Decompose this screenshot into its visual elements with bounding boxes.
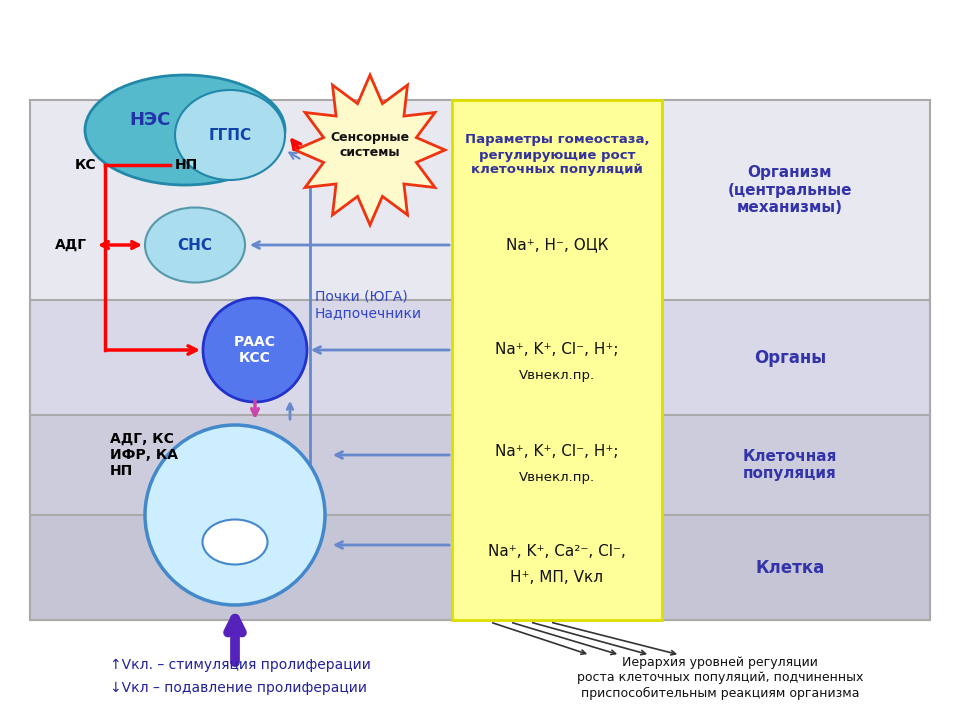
Text: Vвнекл.пр.: Vвнекл.пр. <box>519 369 595 382</box>
Text: Органы: Органы <box>754 349 827 367</box>
Text: Сенсорные
системы: Сенсорные системы <box>330 131 410 159</box>
Text: КС: КС <box>75 158 97 172</box>
Text: Клетка: Клетка <box>756 559 825 577</box>
Text: АДГ, КС
ИФР, КА
НП: АДГ, КС ИФР, КА НП <box>110 432 178 478</box>
Circle shape <box>145 425 325 605</box>
Text: Na⁺, H⁻, ОЦК: Na⁺, H⁻, ОЦК <box>506 238 609 253</box>
FancyBboxPatch shape <box>30 415 930 515</box>
Text: АДГ: АДГ <box>55 238 87 252</box>
Text: РААС
КСС: РААС КСС <box>234 335 276 365</box>
Text: ↑Vкл. – стимуляция пролиферации: ↑Vкл. – стимуляция пролиферации <box>110 658 371 672</box>
FancyBboxPatch shape <box>30 515 930 620</box>
Text: ↓Vкл – подавление пролиферации: ↓Vкл – подавление пролиферации <box>110 681 367 695</box>
Text: Vвнекл.пр.: Vвнекл.пр. <box>519 470 595 484</box>
Ellipse shape <box>85 75 285 185</box>
Text: Почки (ЮГА)
Надпочечники: Почки (ЮГА) Надпочечники <box>315 290 422 320</box>
Circle shape <box>203 298 307 402</box>
Text: Параметры гомеостаза,
регулирующие рост
клеточных популяций: Параметры гомеостаза, регулирующие рост … <box>465 133 649 176</box>
Ellipse shape <box>175 90 285 180</box>
FancyBboxPatch shape <box>30 100 930 620</box>
FancyBboxPatch shape <box>452 100 662 620</box>
Text: Организм
(центральные
механизмы): Организм (центральные механизмы) <box>728 165 852 215</box>
Text: H⁺, МП, Vкл: H⁺, МП, Vкл <box>511 570 604 585</box>
Text: Na⁺, K⁺, Ca²⁻, Cl⁻,: Na⁺, K⁺, Ca²⁻, Cl⁻, <box>488 544 626 559</box>
Text: Иерархия уровней регуляции
роста клеточных популяций, подчиненных
приспособитель: Иерархия уровней регуляции роста клеточн… <box>577 657 863 700</box>
FancyBboxPatch shape <box>30 300 930 415</box>
Text: СНС: СНС <box>178 238 212 253</box>
Text: ГГПС: ГГПС <box>208 127 252 143</box>
Text: НЭС: НЭС <box>130 111 171 129</box>
Text: НП: НП <box>175 158 199 172</box>
Text: Na⁺, K⁺, Cl⁻, H⁺;: Na⁺, K⁺, Cl⁻, H⁺; <box>495 444 619 459</box>
Ellipse shape <box>203 520 268 564</box>
Text: Клеточная
популяция: Клеточная популяция <box>743 449 837 481</box>
Polygon shape <box>295 75 445 225</box>
Ellipse shape <box>145 207 245 282</box>
Text: Na⁺, K⁺, Cl⁻, H⁺;: Na⁺, K⁺, Cl⁻, H⁺; <box>495 343 619 358</box>
